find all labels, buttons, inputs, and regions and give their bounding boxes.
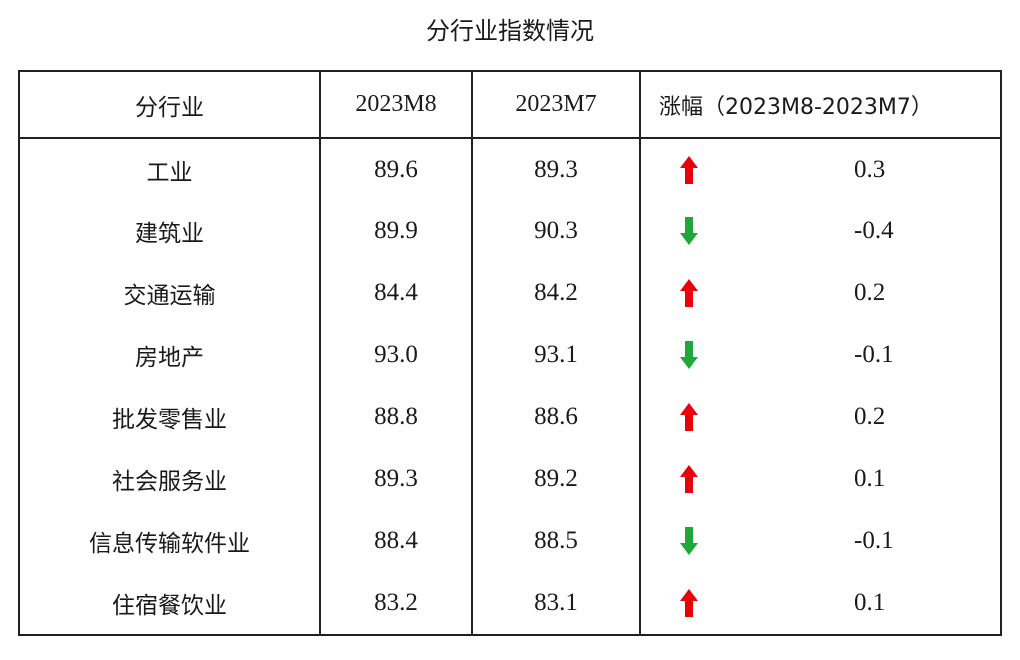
sector-index-table: 分行业 2023M8 2023M7 涨幅（2023M8-2023M7） 工业 89… [18,70,1002,636]
value-2023m7-cell: 83.1 [472,572,641,634]
table-row: 批发零售业 88.8 88.6 0.2 [20,386,1000,448]
table-row: 房地产 93.0 93.1 -0.1 [20,324,1000,386]
change-value-cell: 0.1 [854,589,886,616]
value-2023m7-cell: 89.2 [472,448,641,510]
down-arrow-icon [679,340,699,370]
up-arrow-icon [679,588,699,618]
value-2023m8-cell: 89.6 [320,138,473,200]
value-2023m7-cell: 89.3 [472,138,641,200]
table-row: 建筑业 89.9 90.3 -0.4 [20,200,1000,262]
change-value-cell: 0.2 [854,279,886,306]
value-2023m8-cell: 88.4 [320,510,473,572]
column-header-2023m7: 2023M7 [472,72,641,139]
direction-cell [640,386,740,448]
sector-name-cell: 批发零售业 [20,386,321,448]
sector-name-cell: 房地产 [20,324,321,386]
change-value-cell: -0.4 [854,217,894,244]
sector-name-cell: 工业 [20,138,321,200]
page-title: 分行业指数情况 [426,17,594,45]
up-arrow-icon [679,155,699,185]
direction-cell [640,138,740,200]
value-2023m8-cell: 89.9 [320,200,473,262]
table-body: 工业 89.6 89.3 0.3 建筑业 89.9 90.3 -0.4 交通运输 84.4 84.2… [20,138,1000,634]
column-header-change: 涨幅（2023M8-2023M7） [640,72,1000,139]
change-value-cell: 0.1 [854,465,886,492]
value-2023m8-cell: 88.8 [320,386,473,448]
direction-cell [640,572,740,634]
change-value-cell: 0.2 [854,403,886,430]
value-2023m7-cell: 88.5 [472,510,641,572]
direction-cell [640,324,740,386]
change-value-cell: -0.1 [854,527,894,554]
sector-name-cell: 交通运输 [20,262,321,324]
direction-cell [640,510,740,572]
value-2023m7-cell: 84.2 [472,262,641,324]
sector-name-cell: 建筑业 [20,200,321,262]
change-value-cell: 0.3 [854,155,886,183]
table-row: 住宿餐饮业 83.2 83.1 0.1 [20,572,1000,634]
value-2023m8-cell: 84.4 [320,262,473,324]
column-header-sector: 分行业 [20,72,321,139]
sector-name-cell: 信息传输软件业 [20,510,321,572]
value-2023m7-cell: 90.3 [472,200,641,262]
up-arrow-icon [679,402,699,432]
sector-name-cell: 社会服务业 [20,448,321,510]
table-row: 社会服务业 89.3 89.2 0.1 [20,448,1000,510]
direction-cell [640,262,740,324]
table-header-row: 分行业 2023M8 2023M7 涨幅（2023M8-2023M7） [20,72,1000,139]
column-header-2023m8: 2023M8 [320,72,473,139]
direction-cell [640,448,740,510]
up-arrow-icon [679,464,699,494]
table-row: 交通运输 84.4 84.2 0.2 [20,262,1000,324]
value-2023m7-cell: 93.1 [472,324,641,386]
value-2023m7-cell: 88.6 [472,386,641,448]
value-2023m8-cell: 83.2 [320,572,473,634]
direction-cell [640,200,740,262]
down-arrow-icon [679,216,699,246]
data-table: 分行业 2023M8 2023M7 涨幅（2023M8-2023M7） 工业 89… [20,72,1000,634]
value-2023m8-cell: 89.3 [320,448,473,510]
sector-name-cell: 住宿餐饮业 [20,572,321,634]
value-2023m8-cell: 93.0 [320,324,473,386]
table-row: 信息传输软件业 88.4 88.5 -0.1 [20,510,1000,572]
down-arrow-icon [679,526,699,556]
up-arrow-icon [679,278,699,308]
table-row: 工业 89.6 89.3 0.3 [20,138,1000,200]
change-value-cell: -0.1 [854,341,894,368]
